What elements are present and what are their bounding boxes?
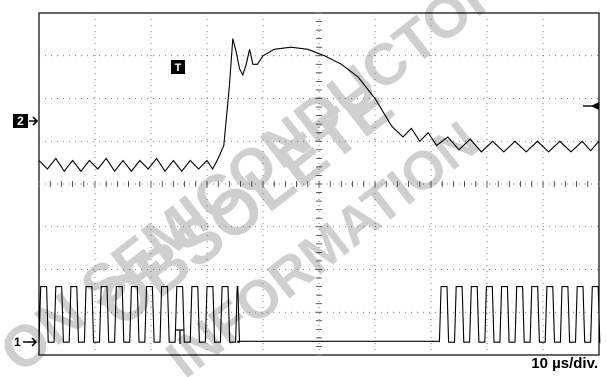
channel-1-trace	[38, 286, 601, 343]
cursor-marker	[176, 329, 184, 344]
trigger-point-marker: T	[171, 60, 185, 74]
timebase-label: 10 µs/div.	[531, 355, 598, 372]
svg-text:T: T	[175, 62, 182, 74]
channel-1-marker: 1	[14, 335, 38, 349]
channel-2-trace	[38, 38, 600, 173]
graticule-ticks	[38, 12, 600, 356]
channel-1-marker-label: 1	[14, 335, 21, 349]
channel-2-marker: 2	[13, 114, 39, 128]
trigger-level-marker	[583, 102, 599, 110]
channel-2-marker-label: 2	[17, 114, 24, 128]
